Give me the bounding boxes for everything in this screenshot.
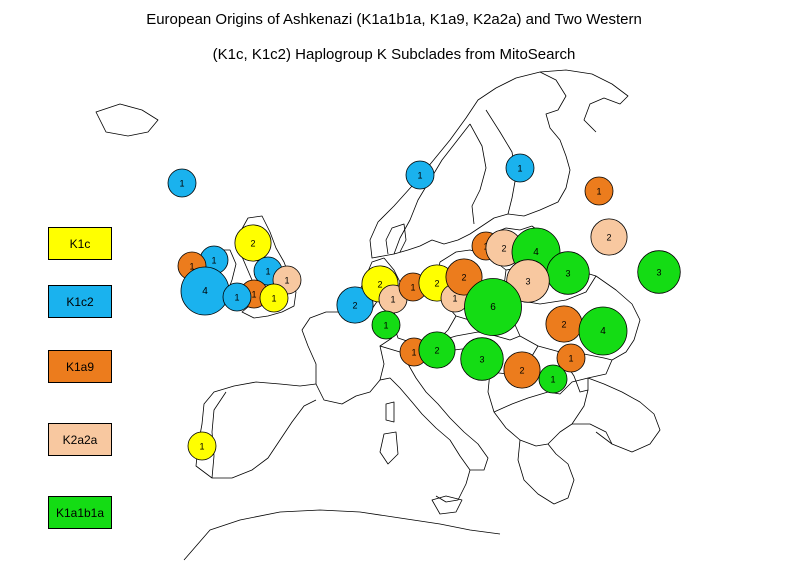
- map-marker-k1a1b1a[interactable]: 4: [578, 306, 628, 356]
- map-marker-k1a9[interactable]: 2: [545, 305, 583, 343]
- map-marker-k1a1b1a[interactable]: 3: [637, 250, 681, 294]
- legend-entry-k1a1b1a: K1a1b1a: [48, 496, 112, 529]
- marker-count-label: 1: [517, 164, 522, 174]
- markers-layer: 11112211411111221121211243336241232111: [167, 153, 681, 461]
- marker-count-label: 1: [550, 375, 555, 385]
- map-title-line-2: (K1c, K1c2) Haplogroup K Subclades from …: [212, 46, 576, 63]
- legend-label: K1c: [69, 236, 91, 251]
- map-marker-k1a9[interactable]: 2: [503, 351, 541, 389]
- marker-count-label: 3: [656, 268, 661, 278]
- marker-count-label: 1: [411, 348, 416, 358]
- marker-circle: [234, 224, 272, 262]
- marker-circle: [445, 258, 483, 296]
- marker-count-label: 1: [596, 187, 601, 197]
- marker-circle: [578, 306, 628, 356]
- marker-count-label: 1: [410, 283, 415, 293]
- marker-count-label: 4: [533, 247, 539, 258]
- marker-count-label: 1: [417, 171, 422, 181]
- legend-label: K1a9: [65, 359, 95, 374]
- marker-count-label: 2: [434, 279, 439, 289]
- marker-circle: [259, 283, 289, 313]
- marker-count-label: 3: [565, 269, 570, 279]
- map-marker-k1c2[interactable]: 4: [180, 266, 230, 316]
- map-marker-k1c[interactable]: 1: [259, 283, 289, 313]
- marker-count-label: 2: [250, 239, 255, 249]
- map-marker-k1a1b1a[interactable]: 1: [371, 310, 401, 340]
- marker-count-label: 2: [377, 280, 382, 290]
- marker-count-label: 1: [568, 354, 573, 364]
- marker-count-label: 4: [600, 326, 606, 337]
- map-marker-k1a1b1a[interactable]: 6: [464, 278, 522, 336]
- marker-count-label: 2: [519, 366, 524, 376]
- map-marker-k1c2[interactable]: 1: [222, 282, 252, 312]
- marker-count-label: 1: [251, 290, 256, 300]
- marker-count-label: 1: [452, 294, 457, 304]
- map-marker-k1a9[interactable]: 1: [584, 176, 614, 206]
- marker-circle: [371, 310, 401, 340]
- map-marker-k1c2[interactable]: 1: [405, 160, 435, 190]
- marker-count-label: 2: [352, 301, 357, 311]
- marker-count-label: 3: [525, 277, 530, 287]
- marker-count-label: 3: [479, 355, 484, 365]
- marker-circle: [418, 331, 456, 369]
- marker-count-label: 1: [189, 262, 194, 272]
- marker-count-label: 1: [265, 267, 270, 277]
- marker-count-label: 2: [501, 244, 506, 254]
- map-marker-k1a1b1a[interactable]: 1: [538, 364, 568, 394]
- marker-circle: [505, 153, 535, 183]
- marker-count-label: 1: [390, 295, 395, 305]
- marker-circle: [503, 351, 541, 389]
- marker-count-label: 4: [202, 286, 208, 297]
- marker-count-label: 1: [271, 294, 276, 304]
- marker-circle: [464, 278, 522, 336]
- marker-circle: [222, 282, 252, 312]
- map-marker-k1c2[interactable]: 1: [505, 153, 535, 183]
- marker-count-label: 1: [383, 321, 388, 331]
- marker-circle: [167, 168, 197, 198]
- marker-count-label: 1: [234, 293, 239, 303]
- marker-circle: [556, 343, 586, 373]
- marker-count-label: 6: [490, 302, 496, 313]
- marker-count-label: 1: [179, 179, 184, 189]
- map-marker-k1c2[interactable]: 2: [336, 286, 374, 324]
- legend-entry-k1c: K1c: [48, 227, 112, 260]
- marker-circle: [405, 160, 435, 190]
- legend-entry-k1a9: K1a9: [48, 350, 112, 383]
- marker-count-label: 1: [284, 276, 289, 286]
- map-marker-k1c2[interactable]: 1: [167, 168, 197, 198]
- map-marker-k1a9[interactable]: 1: [556, 343, 586, 373]
- legend-label: K1a1b1a: [55, 505, 105, 520]
- map-marker-k1c[interactable]: 1: [187, 431, 217, 461]
- marker-circle: [187, 431, 217, 461]
- legend-label: K2a2a: [62, 432, 98, 447]
- map-marker-k1a1b1a[interactable]: 3: [546, 251, 590, 295]
- marker-count-label: 2: [461, 273, 466, 283]
- marker-count-label: 2: [561, 320, 566, 330]
- map-marker-k1a1b1a[interactable]: 2: [418, 331, 456, 369]
- map-marker-k1a1b1a[interactable]: 3: [460, 337, 504, 381]
- marker-circle: [460, 337, 504, 381]
- marker-count-label: 2: [606, 233, 611, 243]
- marker-count-label: 1: [211, 256, 216, 266]
- marker-count-label: 2: [434, 346, 439, 356]
- map-marker-k1c[interactable]: 2: [234, 224, 272, 262]
- marker-circle: [538, 364, 568, 394]
- map-title-line-1: European Origins of Ashkenazi (K1a1b1a, …: [146, 11, 642, 28]
- map-marker-k1a9[interactable]: 2: [445, 258, 483, 296]
- marker-circle: [584, 176, 614, 206]
- legend-entry-k1c2: K1c2: [48, 285, 112, 318]
- marker-circle: [590, 218, 628, 256]
- marker-circle: [336, 286, 374, 324]
- marker-circle: [637, 250, 681, 294]
- map-marker-k2a2a[interactable]: 2: [590, 218, 628, 256]
- legend-label: K1c2: [66, 294, 94, 309]
- marker-count-label: 1: [199, 442, 204, 452]
- legend-entry-k2a2a: K2a2a: [48, 423, 112, 456]
